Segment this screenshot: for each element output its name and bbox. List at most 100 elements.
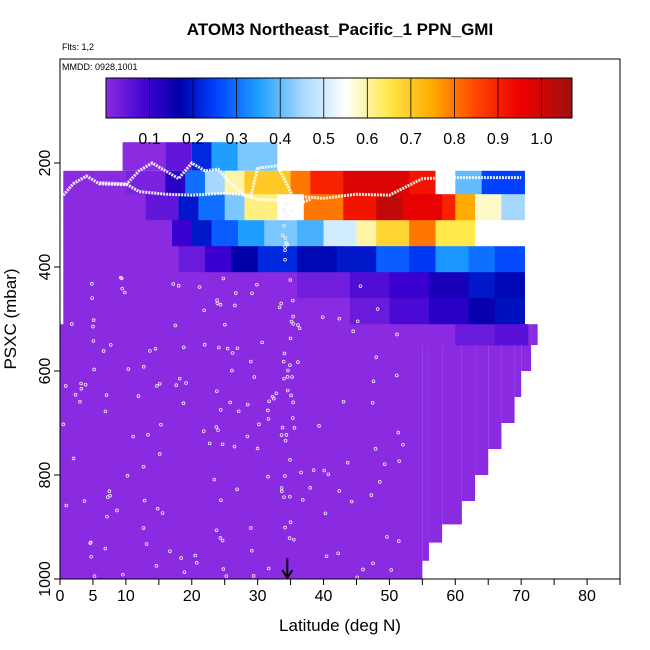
profile-marker-39 (280, 489, 284, 494)
colorbar-swatch-131 (391, 78, 394, 118)
chart-title: ATOM3 Northeast_Pacific_1 PPN_GMI (187, 20, 493, 39)
profile-marker-38 (288, 363, 292, 367)
profile-marker-0 (288, 520, 293, 525)
sample-marker-119 (197, 285, 202, 289)
sample-marker-101 (171, 282, 176, 286)
colorbar-tick-label-3: 0.4 (269, 131, 291, 148)
colorbar-swatch-205 (552, 78, 555, 118)
sample-marker-99 (297, 326, 302, 331)
colorbar-swatch-1 (108, 78, 111, 118)
colorbar-swatch-74 (267, 78, 270, 118)
colorbar-swatch-208 (558, 78, 562, 118)
sample-marker-2 (216, 428, 220, 432)
colorbar-swatch-135 (399, 78, 403, 118)
sample-marker-78 (214, 389, 219, 393)
sample-marker-112 (230, 351, 235, 355)
colorbar-swatch-25 (160, 78, 164, 118)
sample-marker-109 (181, 401, 186, 406)
sample-marker-56 (120, 286, 124, 291)
colorbar-swatch-94 (310, 78, 314, 118)
sample-marker-22 (144, 542, 149, 546)
heatmap-cell-4-4 (428, 272, 469, 299)
heatmap-cell-6-1 (455, 324, 496, 346)
colorbar-swatch-152 (436, 78, 440, 118)
y-tick-label-3: 800 (37, 462, 54, 489)
sample-marker-69 (64, 503, 69, 508)
colorbar-swatch-196 (532, 78, 536, 118)
colorbar-swatch-156 (445, 78, 449, 118)
sample-marker-108 (351, 329, 355, 334)
colorbar-swatch-76 (271, 78, 275, 118)
sample-marker-34 (153, 346, 158, 351)
colorbar-frame (105, 77, 573, 119)
heatmap-column-3 (442, 324, 462, 525)
profile-marker-11 (285, 388, 290, 393)
sample-marker-153 (182, 570, 187, 574)
sample-marker-10 (123, 290, 127, 295)
colorbar-swatch-115 (356, 78, 359, 118)
colorbar-swatch-22 (153, 78, 157, 118)
sample-marker-42 (136, 394, 141, 398)
colorbar-swatch-61 (238, 78, 242, 118)
colorbar-swatch-108 (341, 78, 344, 118)
sample-marker-93 (323, 511, 328, 516)
sample-marker-67 (202, 308, 206, 313)
heatmap-cell-2-0 (63, 220, 173, 247)
sample-marker-125 (141, 464, 146, 469)
sample-marker-160 (266, 474, 270, 479)
sample-marker-133 (173, 323, 178, 328)
colorbar-swatch-67 (251, 78, 255, 118)
colorbar-swatch-213 (569, 78, 573, 118)
sample-marker-140 (255, 446, 260, 451)
sample-marker-84 (221, 567, 226, 571)
colorbar-swatch-120 (367, 78, 370, 118)
heatmap-column-9 (521, 324, 532, 371)
colorbar-swatch-51 (217, 78, 220, 118)
colorbar-swatch-130 (389, 78, 392, 118)
profile-marker-12 (291, 400, 295, 405)
heatmap-cell-1-0 (63, 194, 147, 221)
sample-marker-107 (270, 394, 275, 399)
colorbar-swatch-34 (180, 78, 183, 118)
heatmap-cell-6-2 (494, 324, 529, 346)
colorbar-swatch-179 (495, 78, 499, 118)
colorbar-swatch-169 (474, 78, 477, 118)
sample-marker-25 (326, 472, 331, 477)
heatmap-cell-1-1 (145, 194, 180, 221)
heatmap-cell-5-4 (468, 298, 496, 325)
sample-marker-27 (218, 302, 223, 307)
colorbar-swatch-69 (256, 78, 259, 118)
heatmap-cell-2-10 (409, 220, 437, 247)
colorbar-swatch-147 (426, 78, 429, 118)
heatmap-cell-0-11 (435, 170, 456, 195)
sample-marker-14 (207, 441, 212, 446)
sample-marker-152 (79, 381, 83, 386)
sample-marker-98 (291, 322, 296, 326)
sample-marker-90 (215, 298, 219, 302)
colorbar-swatch-15 (138, 78, 142, 118)
colorbar-swatch-141 (413, 78, 416, 118)
colorbar-swatch-33 (177, 78, 181, 118)
colorbar-swatch-8 (123, 78, 126, 118)
heatmap-cell-4-6 (494, 272, 525, 299)
colorbar-swatch-66 (249, 78, 253, 118)
sample-marker-49 (266, 417, 271, 421)
sample-marker-15 (296, 360, 300, 364)
colorbar-swatch-187 (513, 78, 516, 118)
profile-marker-37 (289, 209, 293, 213)
profile-marker-32 (282, 351, 287, 356)
heatmap-cell-0-2 (165, 170, 186, 195)
heatmap-cell-4-1 (297, 272, 351, 299)
x-tick-label-7: 60 (446, 588, 464, 605)
sample-marker-28 (78, 399, 82, 404)
profile-marker-4 (283, 438, 288, 443)
heatmap-cell-2-5 (264, 220, 298, 247)
heatmap-cell-5-0 (63, 298, 351, 325)
sample-marker-23 (225, 346, 230, 351)
sample-marker-55 (141, 526, 146, 530)
colorbar-swatch-81 (282, 78, 285, 118)
sample-marker-129 (91, 339, 96, 343)
sample-marker-147 (324, 554, 329, 559)
profile-marker-24 (284, 433, 289, 437)
colorbar-swatch-103 (330, 78, 333, 118)
